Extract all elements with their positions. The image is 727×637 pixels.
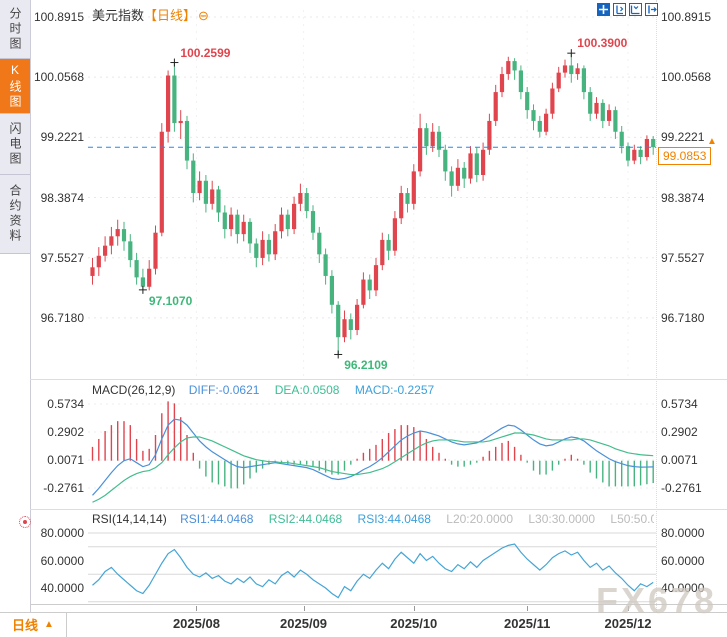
price-up-arrow-icon: ▲: [707, 136, 717, 147]
x-axis-date-label: 2025/08: [172, 616, 220, 631]
sidebar-item-contract-info[interactable]: 合约资料: [0, 175, 30, 254]
macd-diff-value: DIFF:-0.0621: [188, 383, 260, 397]
axis-label-right: 80.0000: [661, 526, 705, 540]
extreme-price-label: 97.1070: [148, 293, 193, 308]
macd-header: MACD(26,12,9) DIFF:-0.0621 DEA:0.0508 MA…: [92, 383, 654, 397]
axis-label-right: 40.0000: [661, 581, 705, 595]
rsi1-value: RSI1:44.0468: [180, 512, 254, 526]
panel-separator: [30, 509, 727, 510]
rsi-l50: L50:50.0000: [610, 512, 654, 526]
axis-label-right: 0.2902: [661, 425, 698, 439]
rsi3-value: RSI3:44.0468: [357, 512, 431, 526]
axis-label-right: 98.3874: [661, 190, 705, 205]
axis-label-left: 99.2221: [40, 130, 84, 145]
period-tag: 【日线】: [144, 8, 197, 23]
extreme-price-label: 100.3900: [577, 36, 628, 51]
rsi-l20: L20:20.0000: [446, 512, 513, 526]
axis-label-left: 40.0000: [40, 581, 84, 595]
scale-x-axis-icon[interactable]: [629, 3, 642, 16]
bottom-bar: [0, 612, 727, 637]
price-chart-canvas[interactable]: [88, 0, 656, 380]
macd-name: MACD(26,12,9): [92, 383, 176, 397]
axis-label-left: 60.0000: [40, 553, 84, 568]
extreme-price-label: 100.2599: [180, 45, 231, 60]
axis-label-right: 60.0000: [661, 553, 705, 568]
axis-label-left: 0.0071: [47, 453, 84, 467]
sidebar-item-label: 闪电图: [8, 121, 22, 167]
x-axis-date-label: 2025/09: [280, 616, 328, 631]
axis-label-left: -0.2761: [43, 481, 84, 495]
x-axis-tick: [303, 606, 305, 611]
symbol-name: 美元指数: [92, 8, 145, 23]
axis-label-left: 98.3874: [40, 190, 84, 205]
rsi-name: RSI(14,14,14): [92, 512, 167, 526]
axis-label-right: 96.7180: [661, 310, 705, 325]
collapse-panel-icon[interactable]: ⊖: [198, 8, 209, 23]
crosshair-tool-icon[interactable]: [597, 3, 610, 16]
indicator-settings-icon[interactable]: [19, 516, 31, 528]
sidebar-item-label: 分时图: [8, 6, 22, 52]
panel-separator: [30, 379, 727, 380]
sidebar-item-label: K线图: [8, 62, 22, 110]
axis-label-right: 0.0071: [661, 453, 698, 467]
x-axis-date-label: 2025/11: [504, 616, 551, 631]
axis-label-right: 100.8915: [661, 10, 712, 24]
sidebar-item-lightning-chart[interactable]: 闪电图: [0, 114, 30, 175]
x-axis-tick: [196, 606, 198, 611]
axis-label-left: 97.5527: [40, 250, 84, 265]
watermark: FX678: [596, 580, 718, 621]
x-axis-line: [30, 604, 727, 605]
chart-title: 美元指数【日线】 ⊖: [92, 5, 209, 24]
x-axis-date-label: 2025/10: [390, 616, 438, 631]
current-price-badge: 99.0853: [658, 147, 712, 165]
axis-label-right: 100.0568: [661, 70, 712, 85]
x-axis-tick: [527, 606, 529, 611]
chart-toolbar: [597, 3, 658, 16]
axis-label-right: 97.5527: [661, 250, 705, 265]
sidebar: 分时图 K线图闪电图合约资料: [0, 0, 31, 612]
axis-label-left: 0.5734: [47, 397, 84, 411]
x-axis-date-label: 2025/12: [604, 616, 652, 631]
period-selector-arrow-icon: ▲: [44, 619, 54, 630]
axis-label-left: 0.2902: [47, 425, 84, 439]
macd-macd-value: MACD:-0.2257: [354, 383, 435, 397]
sidebar-item-label: 合约资料: [8, 184, 22, 244]
axis-label-left: 96.7180: [40, 310, 84, 325]
axis-label-right: -0.2761: [661, 481, 702, 495]
scale-y-axis-icon[interactable]: [613, 3, 626, 16]
sidebar-item-kline-chart[interactable]: K线图: [0, 59, 30, 114]
axis-label-right: 99.2221: [661, 130, 705, 145]
axis-label-left: 100.8915: [33, 10, 84, 24]
rsi-header: RSI(14,14,14) RSI1:44.0468 RSI2:44.0468 …: [92, 512, 654, 526]
extreme-price-label: 96.2109: [344, 358, 388, 373]
macd-chart-canvas[interactable]: [88, 380, 656, 510]
axis-label-left: 100.0568: [33, 70, 84, 85]
exit-chart-icon[interactable]: [645, 3, 658, 16]
axis-label-left: 80.0000: [40, 526, 84, 540]
x-axis-tick: [628, 606, 629, 611]
axis-label-right: 0.5734: [661, 397, 698, 411]
rsi-chart-canvas[interactable]: [88, 510, 656, 604]
sidebar-item-timeshare-chart[interactable]: 分时图: [0, 0, 30, 59]
period-selector-label: 日线: [12, 618, 39, 633]
x-axis-tick: [413, 606, 415, 611]
macd-dea-value: DEA:0.0508: [274, 383, 340, 397]
rsi-l30: L30:30.0000: [528, 512, 596, 526]
period-selector[interactable]: 日线 ▲: [0, 612, 67, 637]
rsi2-value: RSI2:44.0468: [268, 512, 343, 526]
right-price-axis: [656, 0, 727, 612]
